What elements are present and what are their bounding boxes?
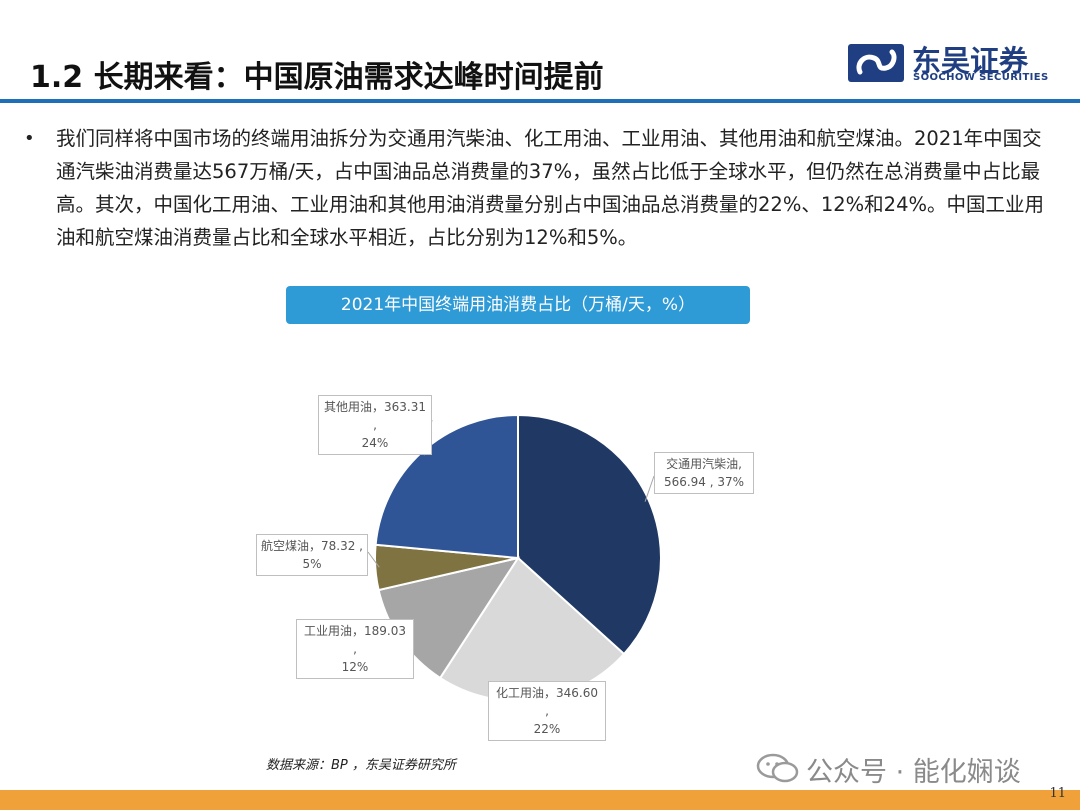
callout-other-line1: 其他用油，363.31 , [324, 400, 426, 432]
callout-industrial-line1: 工业用油，189.03 , [304, 624, 406, 656]
leader-line-transport [644, 475, 655, 502]
data-source-note: 数据来源：BP ，东吴证券研究所 [266, 758, 456, 773]
callout-industrial-line2: 12% [341, 660, 369, 674]
leader-line-aviation [367, 551, 380, 568]
watermark-text: 公众号 · 能化娴谈 [806, 757, 1021, 788]
bullet-marker: • [24, 128, 35, 149]
soochow-logo-icon [848, 44, 904, 82]
watermark: 公众号 · 能化娴谈 [756, 748, 1056, 788]
callout-chemical-line2: 22% [533, 722, 561, 736]
header-divider [0, 99, 1080, 103]
callout-chemical: 化工用油，346.60 , 22% [488, 681, 606, 741]
callout-aviation-line1: 航空煤油，78.32 , [261, 539, 363, 553]
page-title: 1.2 长期来看：中国原油需求达峰时间提前 [30, 60, 604, 95]
callout-other: 其他用油，363.31 , 24% [318, 395, 432, 455]
logo-chinese-text: 东吴证券 [912, 44, 1029, 78]
callout-other-line2: 24% [361, 436, 389, 450]
callout-transport-line1: 交通用汽柴油, [666, 457, 742, 471]
body-paragraph: 我们同样将中国市场的终端用油拆分为交通用汽柴油、化工用油、工业用油、其他用油和航… [56, 127, 1045, 249]
footer-bar [0, 790, 1080, 810]
callout-industrial: 工业用油，189.03 , 12% [296, 619, 414, 679]
wechat-icon [756, 753, 799, 783]
callout-transport-line2: 566.94 , 37% [663, 475, 745, 489]
logo-english-text: SOOCHOW SECURITIES [913, 72, 1049, 83]
callout-transport: 交通用汽柴油, 566.94 , 37% [654, 452, 754, 494]
callout-chemical-line1: 化工用油，346.60 , [496, 686, 598, 718]
pie-slice-transport [517, 413, 662, 656]
page-number: 11 [1049, 786, 1066, 801]
chart-title: 2021年中国终端用油消费占比（万桶/天，%） [286, 286, 750, 324]
callout-aviation-line2: 5% [302, 557, 322, 571]
company-logo: 东吴证券 SOOCHOW SECURITIES [846, 38, 1056, 88]
callout-aviation: 航空煤油，78.32 , 5% [256, 534, 368, 576]
